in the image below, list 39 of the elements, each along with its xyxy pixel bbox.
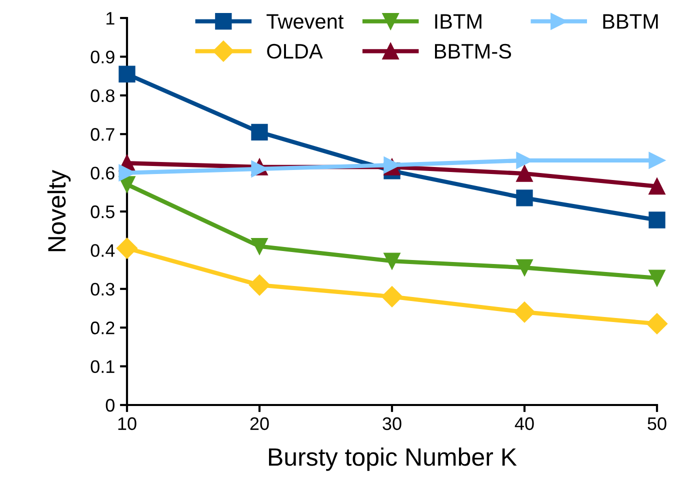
y-tick-label: 0.6 xyxy=(90,166,114,180)
point xyxy=(381,286,403,308)
y-tick-label: 0.4 xyxy=(90,244,115,257)
legend-label: BBTM-S xyxy=(435,44,512,59)
y-tick-label: 1 xyxy=(106,12,114,25)
y-tick-label: 0.7 xyxy=(90,128,114,141)
point xyxy=(516,165,533,182)
point xyxy=(118,66,136,82)
point xyxy=(514,302,536,323)
legend-label: Twevent xyxy=(266,14,344,29)
point xyxy=(384,252,400,270)
legend-label: BBTM xyxy=(603,14,658,29)
y-tick-label: 0.9 xyxy=(90,50,114,64)
point xyxy=(648,212,666,228)
point xyxy=(648,152,666,169)
x-tick-label: 40 xyxy=(514,417,534,430)
x-tick-label: 10 xyxy=(118,417,136,430)
y-axis-title: Novelty xyxy=(47,170,71,252)
y-tick-label: 0.3 xyxy=(90,282,114,296)
x-tick-label: 30 xyxy=(382,417,402,430)
point xyxy=(516,259,533,276)
y-tick-label: 0 xyxy=(106,398,114,412)
point xyxy=(648,178,666,195)
x-tick-label: 50 xyxy=(648,417,666,430)
point xyxy=(516,190,533,206)
y-tick-label: 0.2 xyxy=(90,322,114,334)
point xyxy=(251,238,268,255)
y-tick-label: 0.5 xyxy=(90,205,114,218)
legend-label: IBTM xyxy=(435,14,482,29)
point xyxy=(251,124,268,140)
point xyxy=(116,238,138,259)
x-axis-title: Bursty topic Number K xyxy=(269,448,517,471)
x-tick-label: 20 xyxy=(250,417,269,430)
point xyxy=(248,274,270,296)
point xyxy=(648,270,666,286)
y-tick-label: 0.1 xyxy=(90,360,114,374)
y-tick-label: 0.8 xyxy=(90,89,114,102)
point xyxy=(646,313,668,334)
legend-label: OLDA xyxy=(267,44,323,59)
